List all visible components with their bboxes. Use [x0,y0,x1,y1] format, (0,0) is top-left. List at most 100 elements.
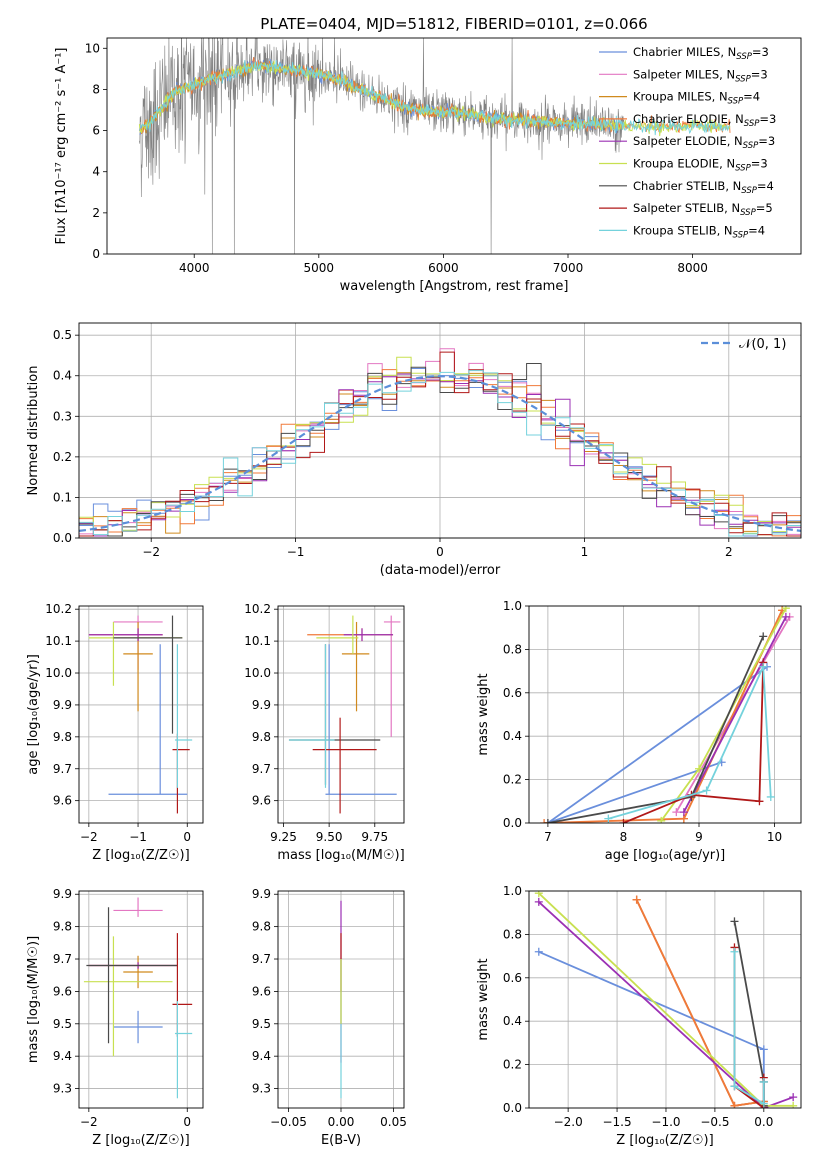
y-tick-label: 9.3 [252,1082,271,1096]
series-marker [759,1077,768,1086]
series-line [733,951,765,1106]
errorbar-point-chabrier_stelib [113,615,183,734]
x-tick-label: 7 [544,830,552,844]
histogram-salpeter_stelib [79,351,801,537]
errorbar-point-kroupa_elodie [83,936,173,1057]
series-line [608,666,772,820]
x-tick-label: 9.50 [316,830,343,844]
panel-massweight_vs_Z: −2.0 −1.5 −1.0 −0.5 0.0 0.0 0.2 0.4 0.6 0.8 1.0 Z [… [476,884,802,1148]
series-chabrier_elodie [632,895,768,1108]
y-tick-label: 0.8 [503,642,522,656]
legend-entry: Kroupa STELIB, NSSP=4 [633,223,765,240]
series-marker [766,792,775,801]
y-tick-label: 0.6 [503,971,522,985]
panel-residuals: −2 −1 0 1 2 0.0 0.1 0.2 0.3 0.4 0.5 (data-model)/er… [26,322,802,578]
series-line [733,921,765,1106]
series-marker [702,786,711,795]
y-tick-label: 9.7 [252,762,271,776]
panel-age_vs_Z: −2 −1 0 9.6 9.7 9.8 9.9 10.0 10.1 10.2 Z [log₁₀(Z/… [26,602,204,863]
series-marker [730,947,739,956]
y-tick-label: 9.8 [252,730,271,744]
x-tick-label: 2 [725,545,733,559]
y-tick-label: 0.1 [53,490,72,504]
series-marker [759,632,768,641]
y-tick-label: 10.0 [244,666,271,680]
series-line [547,666,768,823]
y-tick-label: 9.9 [252,698,271,712]
series-line [538,950,765,1106]
axes-frame [106,37,802,255]
y-tick-label: 1.0 [503,884,522,898]
y-tick-label: 0.6 [503,686,522,700]
errorbar-point-kroupa_miles [341,621,370,712]
legend-entry: Salpeter ELODIE, NSSP=3 [633,134,775,151]
axes-frame [277,605,405,824]
series-marker [672,808,681,817]
y-tick-label: 0.4 [503,729,522,743]
y-tick-label: 10.1 [244,634,271,648]
errorbar-point-chabrier_miles [108,644,188,795]
y-tick-label: 9.7 [252,952,271,966]
axes-frame [528,605,802,824]
series-marker [534,897,543,906]
y-tick-label: 9.7 [53,762,72,776]
y-tick-label: 0.0 [503,816,522,830]
y-tick-label: 10.2 [244,602,271,616]
x-axis-label: Z [log₁₀(Z/Z☉)] [92,848,189,863]
y-tick-label: 9.6 [252,984,271,998]
x-tick-label: −2.0 [554,1115,583,1129]
x-tick-label: 9 [695,830,703,844]
panel-massweight_vs_age: 7 8 9 10 0.0 0.2 0.4 0.6 0.8 1.0 age [log₁₀(age/yr… [476,599,802,863]
model-spectrum-kroupa_stelib [138,59,731,136]
errorbar-point-chabrier_stelib [288,644,381,785]
y-tick-label: 1.0 [503,599,522,613]
errorbar-point-salpeter_elodie [88,628,163,642]
y-tick-label: 6 [92,124,100,138]
series-marker [781,606,790,613]
y-tick-label: 0.0 [53,531,72,545]
series-marker [540,819,549,823]
series-marker [619,819,628,823]
y-tick-label: 9.9 [53,698,72,712]
x-axis-label: mass [log₁₀(M/M☉)] [277,848,404,863]
plot-area-age_vs_mass [288,615,401,814]
y-tick-label: 0.2 [503,773,522,787]
y-tick-label: 8 [92,82,100,96]
x-tick-label: −0.5 [700,1115,729,1129]
errorbar-point-salpeter_miles [383,615,401,737]
y-axis-label: mass weight [476,958,491,1040]
x-tick-label: 1 [581,545,589,559]
x-tick-label: 5000 [304,261,335,275]
x-tick-label: 0.0 [754,1115,773,1129]
y-tick-label: 9.9 [252,887,271,901]
x-tick-label: −1.0 [651,1115,680,1129]
y-tick-label: 9.6 [53,794,72,808]
y-tick-label: 9.8 [53,920,72,934]
axes-frame [78,890,204,1109]
series-marker [679,808,688,817]
y-tick-label: 9.5 [252,1017,271,1031]
y-tick-label: 9.6 [53,984,72,998]
x-tick-label: −2 [80,830,98,844]
errorbar-point-kroupa_elodie [316,615,359,654]
x-axis-label: Z [log₁₀(Z/Z☉)] [92,1133,189,1148]
series-line [547,636,765,823]
errorbar-point-salpeter_miles [113,897,163,917]
legend-entry: Chabrier STELIB, NSSP=4 [633,179,774,196]
errorbar-point-kroupa_stelib [174,1001,193,1099]
series-kroupa_stelib [730,947,768,1108]
x-tick-label: −1 [287,545,305,559]
plot-area-age_vs_Z [88,615,193,814]
y-tick-label: 0 [92,247,100,261]
plot-area-spectrum [138,38,731,254]
y-tick-label: 10 [85,41,100,55]
y-tick-label: 9.4 [53,1049,72,1063]
x-tick-label: 8 [620,830,628,844]
y-tick-label: 9.5 [53,1017,72,1031]
x-tick-label: 0.00 [328,1115,355,1129]
y-tick-label: 0.2 [503,1058,522,1072]
series-chabrier_stelib [730,917,768,1108]
y-tick-label: 0.0 [503,1101,522,1115]
x-tick-label: −0.05 [270,1115,307,1129]
